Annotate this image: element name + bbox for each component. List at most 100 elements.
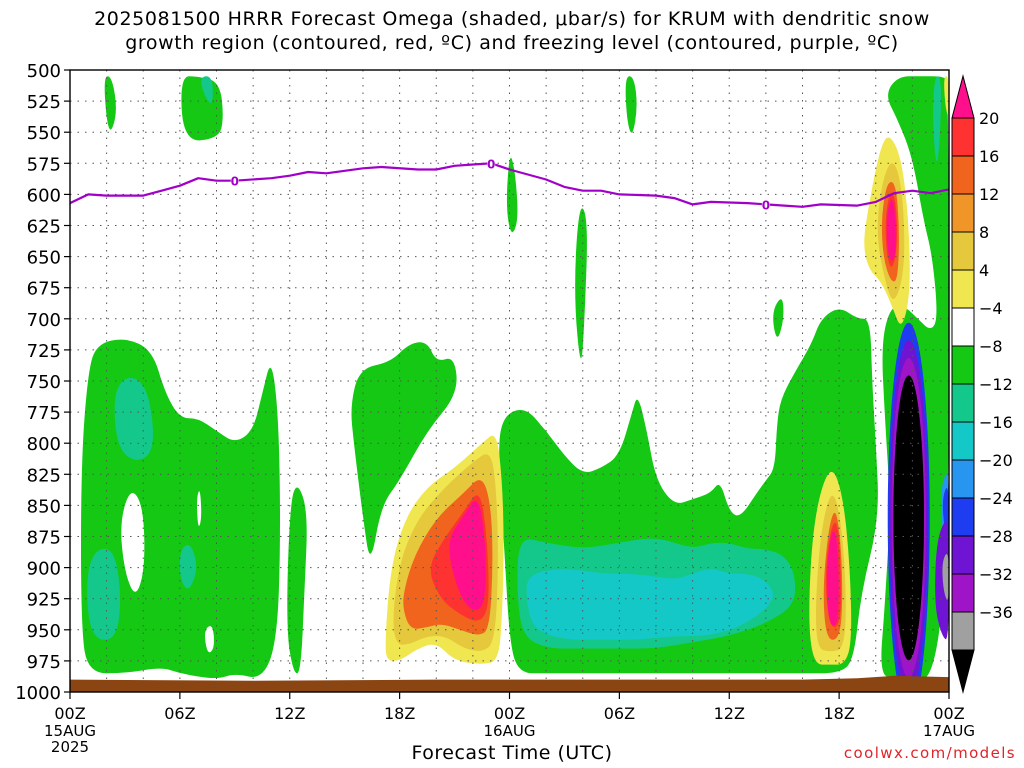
x-tick-label: 06Z — [164, 704, 195, 723]
colorbar-bin-4 — [951, 231, 975, 271]
omega-region-1 — [287, 487, 307, 674]
x-tick-label: 12Z — [274, 704, 305, 723]
colorbar-label: −20 — [979, 451, 1013, 470]
colorbar-label: 8 — [979, 223, 989, 242]
omega-region-12 — [87, 548, 121, 640]
y-tick-label: 900 — [27, 559, 61, 580]
colorbar-bin-1 — [951, 117, 975, 157]
colorbar-label: −4 — [979, 299, 1003, 318]
colorbar-bin-10 — [951, 459, 975, 499]
colorbar-bin-3 — [951, 193, 975, 233]
x-tick-label: 18Z — [384, 704, 415, 723]
x-tick-sublabel: 15AUG — [44, 722, 96, 740]
y-tick-label: 925 — [27, 590, 61, 611]
freezing-label-bg-2 — [761, 197, 770, 211]
omega-region-8 — [773, 299, 784, 337]
colorbar-bin-6 — [951, 307, 975, 347]
omega-region-6 — [575, 208, 587, 359]
colorbar-bin-9 — [951, 421, 975, 461]
y-tick-label: 750 — [27, 372, 61, 393]
colorbar-bin-11 — [951, 497, 975, 537]
y-tick-label: 850 — [27, 496, 61, 517]
x-axis-title: Forecast Time (UTC) — [411, 742, 613, 764]
freezing-label-bg-0 — [230, 173, 239, 187]
y-tick-label: 625 — [27, 217, 61, 238]
colorbar-label: −24 — [979, 489, 1013, 508]
x-tick-label: 06Z — [604, 704, 635, 723]
omega-region-11 — [114, 377, 153, 460]
omega-region-38 — [449, 500, 486, 610]
colorbar-bin-12 — [951, 535, 975, 575]
y-tick-label: 675 — [27, 279, 61, 300]
y-tick-label: 600 — [27, 185, 61, 206]
colorbar: 20 16 12 8 4 −4 −8 −12 −16 −20 −24 −28 −32 −36 — [951, 74, 1013, 694]
y-tick-label: 725 — [27, 341, 61, 362]
y-tick-label: 875 — [27, 528, 61, 549]
omega-neutral-hole-0 — [121, 492, 145, 592]
colorbar-bin-5 — [951, 269, 975, 309]
omega-shading — [81, 76, 949, 692]
y-tick-label: 825 — [27, 465, 61, 486]
colorbar-label: 20 — [979, 109, 999, 128]
colorbar-top-arrow — [951, 74, 975, 119]
x-tick-sublabel: 2025 — [51, 738, 89, 756]
terrain-fill — [70, 675, 949, 692]
colorbar-label: −36 — [979, 603, 1013, 622]
y-tick-label: 700 — [27, 310, 61, 331]
colorbar-bin-14 — [951, 611, 975, 651]
grid-lines — [70, 70, 949, 692]
omega-neutral-hole-2 — [197, 491, 202, 526]
freezing-level-line — [70, 162, 949, 208]
colorbar-label: −16 — [979, 413, 1013, 432]
chart-title-line-2: growth region (contoured, red, ºC) and f… — [125, 32, 899, 54]
y-tick-label: 950 — [27, 621, 61, 642]
colorbar-label: −8 — [979, 337, 1003, 356]
omega-region-17 — [201, 76, 213, 103]
y-tick-label: 550 — [27, 123, 61, 144]
omega-neutral-hole-1 — [204, 626, 214, 653]
omega-region-7 — [625, 76, 637, 133]
y-tick-label: 775 — [27, 403, 61, 424]
freezing-label-bg-1 — [487, 156, 496, 170]
x-tick-label: 00Z — [54, 704, 85, 723]
colorbar-label: −28 — [979, 527, 1013, 546]
freezing-level-label: 0 — [231, 175, 239, 189]
omega-core-ring-3 — [893, 375, 925, 661]
y-tick-label: 1000 — [15, 683, 61, 704]
omega-region-28 — [944, 76, 949, 115]
omega-region-24 — [942, 554, 949, 600]
y-tick-label: 525 — [27, 92, 61, 113]
omega-region-39 — [886, 199, 896, 261]
colorbar-label: 16 — [979, 147, 999, 166]
colorbar-bin-2 — [951, 155, 975, 195]
omega-region-40 — [826, 531, 839, 626]
colorbar-label: 12 — [979, 185, 999, 204]
ground-surface — [70, 675, 949, 692]
y-tick-label: 575 — [27, 154, 61, 175]
x-tick-sublabel: 17AUG — [923, 722, 975, 740]
x-tick-label: 00Z — [933, 704, 964, 723]
colorbar-bin-7 — [951, 345, 975, 385]
y-tick-label: 975 — [27, 652, 61, 673]
omega-region-2 — [351, 342, 457, 554]
freezing-level-label: 0 — [762, 198, 770, 212]
chart-title-line-1: 2025081500 HRRR Forecast Omega (shaded, … — [94, 8, 930, 30]
omega-region-18 — [526, 569, 773, 640]
x-tick-label: 00Z — [494, 704, 525, 723]
omega-region-13 — [179, 545, 197, 589]
y-tick-label: 650 — [27, 248, 61, 269]
colorbar-bin-8 — [951, 383, 975, 423]
site-credit[interactable]: coolwx.com/models — [843, 744, 1016, 762]
x-tick-label: 18Z — [823, 704, 854, 723]
omega-region-3 — [104, 76, 116, 130]
colorbar-label: −32 — [979, 565, 1013, 584]
y-tick-label: 500 — [27, 61, 61, 82]
freezing-level-label: 0 — [487, 157, 495, 171]
colorbar-label: −12 — [979, 375, 1013, 394]
y-tick-label: 800 — [27, 434, 61, 455]
colorbar-bottom-arrow — [951, 649, 975, 694]
y-axis: 500 525 550 575 600 625 650 675 700 725 750 775 800 8… — [15, 61, 70, 704]
x-tick-sublabel: 16AUG — [484, 722, 536, 740]
